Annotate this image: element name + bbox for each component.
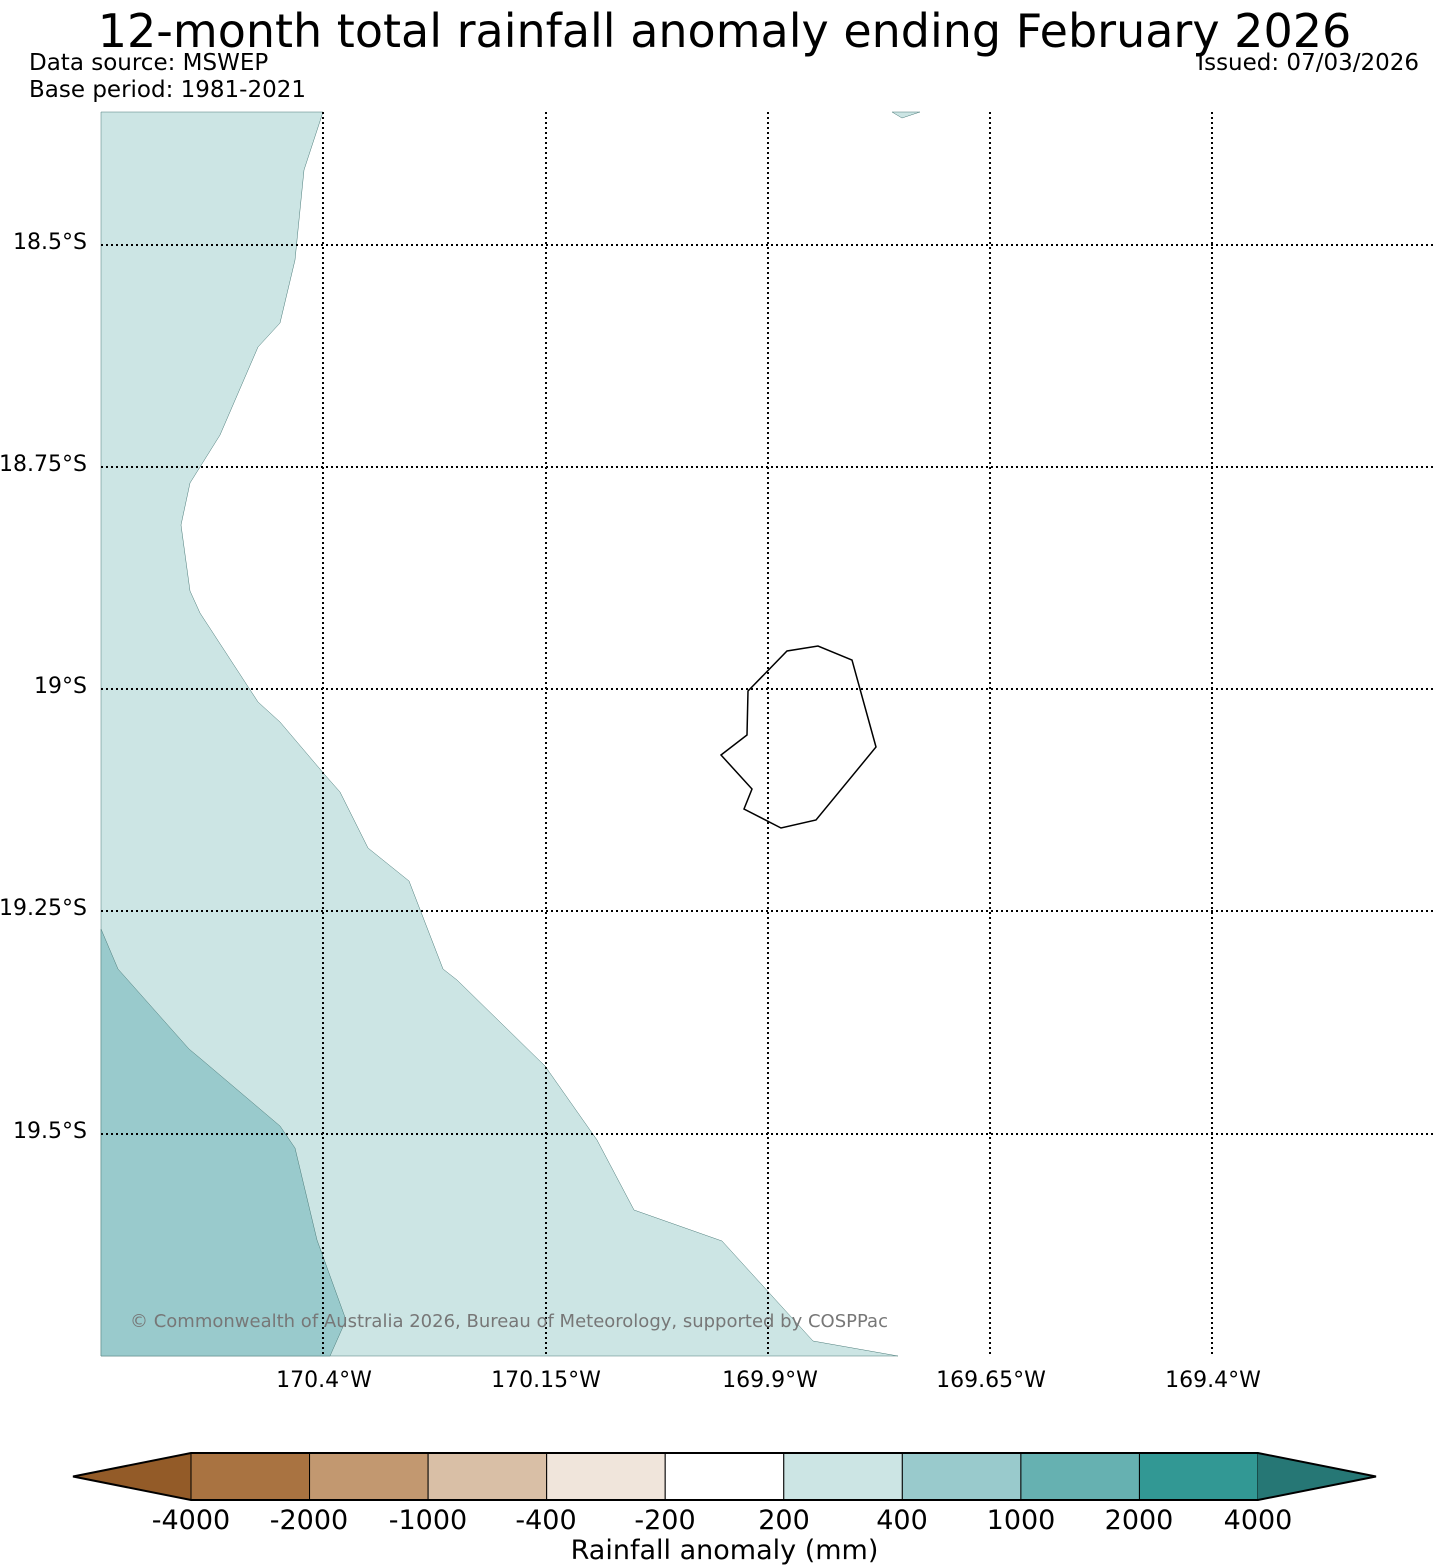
colorbar-tick-label: 200 [758, 1505, 810, 1536]
lon-label: 169.65°W [936, 1368, 1046, 1393]
graticule [101, 112, 1433, 1356]
anomaly-region-200-400 [100, 111, 899, 1357]
data-source-label: Data source: MSWEP [29, 50, 269, 76]
colorbar-bin [1020, 1452, 1140, 1501]
lat-label: 19.5°S [13, 1119, 87, 1144]
anomaly-region-top-sliver [891, 111, 921, 119]
lon-label: 169.4°W [1165, 1368, 1261, 1393]
issued-date-label: Issued: 07/03/2026 [1197, 50, 1419, 76]
copyright-credit: © Commonwealth of Australia 2026, Bureau… [130, 1311, 888, 1332]
colorbar-bin [546, 1452, 666, 1501]
lon-label: 170.15°W [491, 1368, 601, 1393]
colorbar-bin [783, 1452, 903, 1501]
colorbar-outline [72, 1452, 1377, 1501]
base-period-label: Base period: 1981-2021 [29, 77, 307, 103]
colorbar-extend-max [1258, 1453, 1376, 1500]
colorbar-bin [190, 1452, 311, 1501]
lon-label: 170.4°W [276, 1368, 372, 1393]
island-coastline [719, 645, 877, 829]
colorbar-bin [664, 1452, 785, 1501]
map-title: 12-month total rainfall anomaly ending F… [97, 4, 1352, 58]
colorbar-bin [901, 1452, 1022, 1501]
lon-label: 169.9°W [722, 1368, 818, 1393]
colorbar-bin [427, 1452, 548, 1501]
anomaly-region-400-1000 [100, 928, 347, 1357]
colorbar [72, 1452, 1377, 1501]
colorbar-bin [1138, 1452, 1259, 1501]
colorbar-bin [309, 1452, 429, 1501]
map-plot-area [100, 111, 1433, 1357]
colorbar-tick-label: -1000 [388, 1505, 468, 1536]
colorbar-tick-label: -4000 [151, 1505, 231, 1536]
lat-label: 19.25°S [0, 896, 87, 921]
colorbar-tick-label: 4000 [1223, 1505, 1293, 1536]
lat-label: 18.75°S [0, 452, 87, 477]
colorbar-tick-label: 2000 [1104, 1505, 1174, 1536]
colorbar-tick-label: -200 [634, 1505, 696, 1536]
colorbar-tick-label: 1000 [986, 1505, 1056, 1536]
colorbar-title: Rainfall anomaly (mm) [570, 1535, 879, 1566]
lat-label: 19°S [34, 674, 87, 699]
colorbar-extend-min [73, 1453, 191, 1500]
lat-label: 18.5°S [13, 230, 87, 255]
colorbar-tick-label: 400 [876, 1505, 928, 1536]
colorbar-tick-label: -400 [515, 1505, 577, 1536]
colorbar-tick-label: -2000 [269, 1505, 349, 1536]
